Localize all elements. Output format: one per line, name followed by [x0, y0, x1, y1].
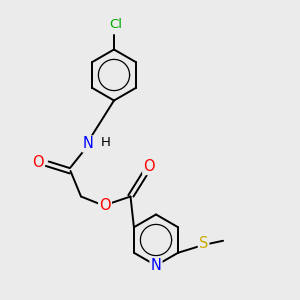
Text: N: N — [151, 258, 161, 273]
Text: N: N — [83, 136, 94, 152]
Text: O: O — [143, 159, 155, 174]
Text: O: O — [32, 155, 44, 170]
Text: O: O — [99, 198, 111, 213]
Text: Cl: Cl — [109, 17, 122, 31]
Text: H: H — [101, 136, 110, 149]
Text: S: S — [199, 236, 208, 251]
